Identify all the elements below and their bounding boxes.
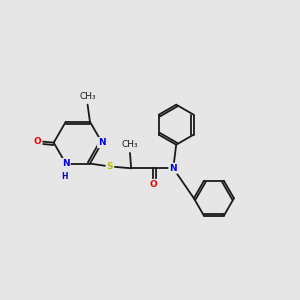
- Text: CH₃: CH₃: [79, 92, 96, 100]
- Text: S: S: [107, 162, 113, 171]
- Text: N: N: [98, 138, 106, 147]
- Text: H: H: [62, 172, 68, 182]
- Text: N: N: [169, 164, 177, 173]
- Text: O: O: [149, 180, 157, 189]
- Text: O: O: [34, 137, 41, 146]
- Text: N: N: [62, 159, 70, 168]
- Text: CH₃: CH₃: [122, 140, 138, 149]
